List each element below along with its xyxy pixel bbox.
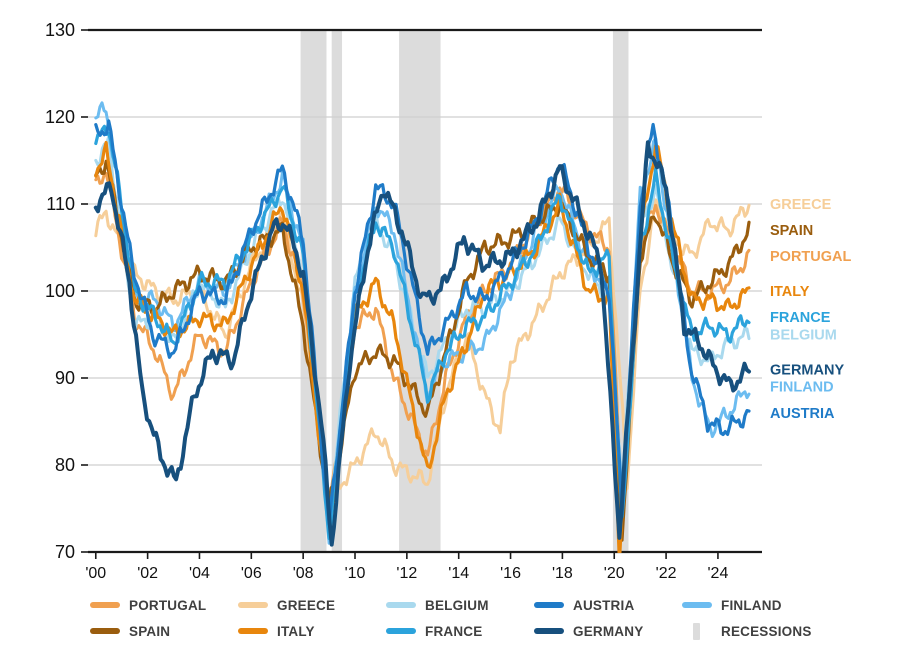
series-swatch-icon (238, 628, 268, 634)
x-tick-label: '12 (396, 565, 417, 582)
legend-item-finland: FINLAND (682, 598, 830, 613)
end-label-finland: FINLAND (770, 380, 834, 396)
series-swatch-icon (90, 628, 120, 634)
x-tick-label: '06 (241, 565, 262, 582)
x-tick-label: '00 (85, 565, 106, 582)
end-label-belgium: BELGIUM (770, 328, 837, 344)
legend-item-greece: GREECE (238, 598, 386, 613)
series-lines (93, 101, 751, 553)
legend-item-spain: SPAIN (90, 624, 238, 639)
legend-label: RECESSIONS (721, 623, 812, 639)
series-swatch-icon (386, 602, 416, 608)
x-tick-label: '02 (137, 565, 158, 582)
y-tick-label: 70 (55, 542, 75, 562)
legend-label: AUSTRIA (573, 597, 635, 613)
recession-swatch-icon (693, 622, 700, 640)
y-tick-label: 90 (55, 368, 75, 388)
y-tick-label: 130 (45, 20, 75, 40)
x-tick-label: '04 (189, 565, 210, 582)
series-line-greece (94, 198, 751, 503)
series-swatch-icon (682, 602, 712, 608)
series-line-germany (93, 140, 751, 547)
legend-item-france: FRANCE (386, 624, 534, 639)
chart-legend: PORTUGAL GREECE BELGIUM AUSTRIA FINLAND SPAIN… (90, 592, 880, 644)
legend-item-germany: GERMANY (534, 624, 682, 639)
y-tick-label: 80 (55, 455, 75, 475)
end-label-france: FRANCE (770, 310, 831, 326)
legend-item-portugal: PORTUGAL (90, 598, 238, 613)
end-label-greece: GREECE (770, 197, 832, 213)
legend-label: SPAIN (129, 623, 171, 639)
series-line-austria (94, 119, 751, 526)
series-swatch-icon (90, 602, 120, 608)
legend-item-italy: ITALY (238, 624, 386, 639)
series-swatch-icon (386, 628, 416, 634)
x-tick-label: '14 (448, 565, 469, 582)
legend-label: ITALY (277, 623, 315, 639)
x-tick-label: '10 (345, 565, 366, 582)
end-label-germany: GERMANY (770, 362, 844, 378)
end-label-portugal: PORTUGAL (770, 249, 852, 265)
legend-item-recessions: RECESSIONS (682, 622, 830, 640)
legend-label: BELGIUM (425, 597, 489, 613)
x-tick-label: '20 (604, 565, 625, 582)
legend-item-belgium: BELGIUM (386, 598, 534, 613)
x-tick-label: '16 (500, 565, 521, 582)
x-tick-label: '24 (708, 565, 729, 582)
end-label-spain: SPAIN (770, 223, 813, 239)
grid: 70 80 90 100 110 120 130 (45, 20, 762, 562)
series-end-labels: GREECE SPAIN PORTUGAL ITALY FRANCE BELGIUM GER… (770, 197, 852, 422)
x-tick-label: '22 (656, 565, 677, 582)
legend-label: GREECE (277, 597, 336, 613)
end-label-austria: AUSTRIA (770, 406, 835, 422)
series-swatch-icon (534, 602, 564, 608)
legend-label: PORTUGAL (129, 597, 207, 613)
legend-label: FINLAND (721, 597, 782, 613)
y-tick-label: 110 (46, 194, 75, 214)
series-swatch-icon (534, 628, 564, 634)
x-tick-label: '18 (552, 565, 573, 582)
series-swatch-icon (238, 602, 268, 608)
end-label-italy: ITALY (770, 284, 810, 300)
legend-label: FRANCE (425, 623, 483, 639)
x-tick-label: '08 (293, 565, 314, 582)
y-tick-label: 120 (45, 107, 75, 127)
legend-item-austria: AUSTRIA (534, 598, 682, 613)
legend-label: GERMANY (573, 623, 644, 639)
y-tick-label: 100 (45, 281, 75, 301)
x-axis: '00 '02 '04 '06 '08 '10 '12 '14 '16 '18 '20 '22 '24 (85, 552, 728, 582)
